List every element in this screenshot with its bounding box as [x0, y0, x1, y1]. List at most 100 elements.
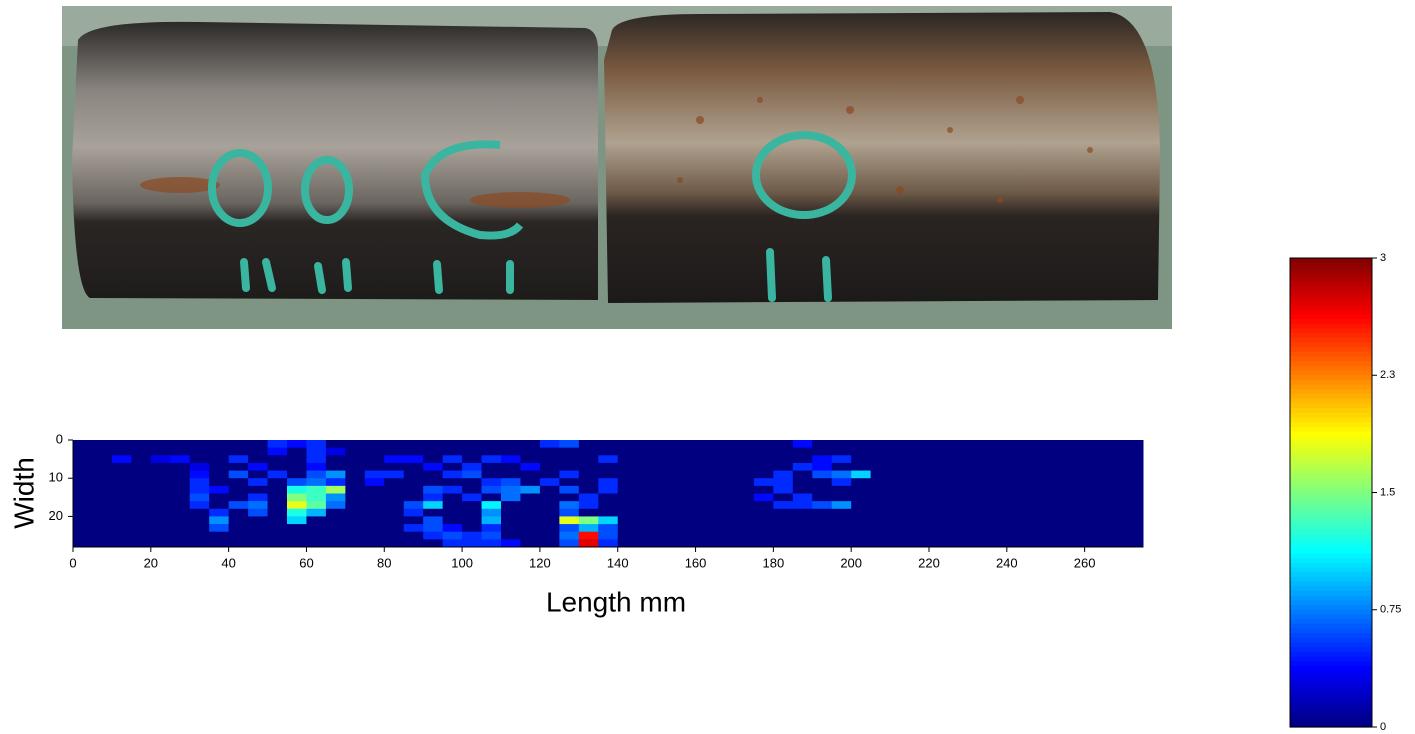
heat-cell — [773, 485, 794, 494]
heat-cell — [520, 539, 541, 548]
heat-cell — [987, 455, 1008, 464]
heat-cell — [967, 478, 988, 487]
heat-cell — [150, 447, 171, 456]
heat-cell — [831, 531, 852, 540]
heat-cell — [501, 524, 521, 533]
heat-cell — [267, 493, 288, 502]
heat-cell — [967, 470, 988, 479]
heat-cell — [890, 524, 911, 533]
heat-cell — [384, 516, 405, 525]
heat-cell — [1006, 462, 1027, 472]
heat-cell — [792, 485, 813, 494]
heat-cell — [792, 455, 813, 464]
heat-cell — [131, 501, 152, 510]
colorbar-swatch — [1290, 403, 1372, 409]
heat-cell — [1006, 447, 1027, 456]
heat-cell — [676, 455, 697, 464]
heat-cell — [734, 478, 755, 487]
colorbar-swatch — [1290, 520, 1372, 526]
heat-cell — [598, 516, 619, 525]
heat-cell — [870, 440, 891, 449]
heat-cell — [617, 516, 638, 525]
heat-cell — [209, 531, 230, 540]
colorbar-swatch — [1290, 539, 1372, 545]
heat-cell — [403, 539, 424, 548]
heat-cell — [384, 501, 405, 510]
heat-cell — [929, 485, 949, 494]
heat-cell — [1104, 516, 1125, 525]
heat-cell — [520, 485, 541, 494]
heat-cell — [559, 478, 580, 487]
heat-cell — [695, 470, 716, 479]
heat-cell — [1065, 485, 1086, 494]
heat-cell — [1026, 516, 1047, 525]
heat-cell — [1026, 447, 1047, 456]
heat-cell — [1065, 493, 1086, 502]
heat-cell — [1026, 508, 1047, 517]
heat-cell — [403, 440, 424, 449]
heat-cell — [773, 440, 794, 449]
heat-cell — [267, 508, 288, 517]
heat-cell — [812, 470, 833, 479]
heat-cell — [695, 462, 716, 472]
heat-cell — [442, 470, 463, 479]
heat-cell — [345, 508, 366, 517]
heat-cell — [656, 516, 677, 525]
heat-cell — [1026, 524, 1047, 533]
heat-cell — [501, 455, 521, 464]
heat-cell — [676, 524, 697, 533]
heat-cell — [462, 524, 483, 533]
heat-cell — [870, 516, 891, 525]
heat-cell — [1084, 462, 1105, 472]
heat-cell — [442, 455, 463, 464]
heat-cell — [948, 478, 969, 487]
colorbar-swatch — [1290, 534, 1372, 540]
heat-cell — [1123, 516, 1144, 525]
heat-cell — [715, 470, 735, 479]
heat-cell — [598, 478, 619, 487]
heat-cell — [851, 440, 872, 449]
heat-cell — [131, 531, 152, 540]
heat-cell — [792, 539, 813, 548]
heat-cell — [364, 539, 385, 548]
heat-cell — [734, 531, 755, 540]
heat-cell — [753, 493, 774, 502]
heat-cell — [715, 524, 735, 533]
heat-cell — [1104, 478, 1125, 487]
colorbar-tick-label: 0.75 — [1380, 604, 1401, 616]
heat-cell — [909, 508, 930, 517]
heat-cell — [170, 470, 191, 479]
colorbar-swatch — [1290, 698, 1372, 705]
heat-cell — [150, 462, 171, 472]
heat-cell — [267, 524, 288, 533]
heat-cell — [1104, 539, 1125, 548]
heat-cell — [267, 501, 288, 510]
heat-cell — [637, 516, 658, 525]
heat-cell — [676, 440, 697, 449]
heat-cell — [364, 501, 385, 510]
heat-cell — [578, 455, 599, 464]
heat-cell — [792, 470, 813, 479]
heat-cell — [578, 485, 599, 494]
heat-cell — [753, 470, 774, 479]
colorbar-swatch — [1290, 637, 1372, 644]
heat-cell — [364, 508, 385, 517]
colorbar-swatch — [1290, 689, 1372, 695]
heat-cell — [656, 485, 677, 494]
heat-cell — [831, 539, 852, 548]
colorbar-swatch — [1290, 440, 1372, 447]
heat-cell — [481, 516, 502, 525]
colorbar-swatch — [1290, 276, 1372, 283]
heat-cell — [909, 447, 930, 456]
heat-cell — [967, 531, 988, 540]
colorbar-swatch — [1290, 586, 1372, 592]
heat-cell — [345, 462, 366, 472]
heat-cell — [1104, 493, 1125, 502]
heat-cell — [1026, 478, 1047, 487]
heat-cell — [656, 462, 677, 472]
colorbar-swatch — [1290, 389, 1372, 395]
heat-cell — [598, 455, 619, 464]
heat-cell — [345, 485, 366, 494]
heat-cell — [73, 539, 93, 548]
heat-cell — [462, 447, 483, 456]
